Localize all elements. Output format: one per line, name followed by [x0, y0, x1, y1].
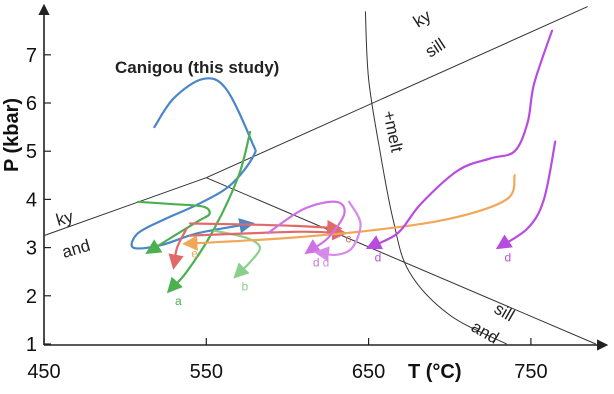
pt-path-label-4: b: [242, 280, 249, 294]
y-tick-label: 1: [26, 334, 37, 356]
boundary-melt: [364, 11, 507, 345]
boundary-sill-and: [206, 177, 596, 345]
pt-path-4: [213, 229, 261, 279]
y-tick-label: 2: [26, 286, 37, 308]
field-label-melt: +melt: [379, 109, 406, 154]
y-axis-label: P (kbar): [1, 98, 23, 172]
annotation-canigou: Canigou (this study): [115, 58, 279, 77]
pt-path-label-12: d: [504, 251, 511, 265]
axes: 450 550 650 750 1 2 3 4 5 6 7 T (°C) P (kbar): [1, 3, 609, 383]
pt-path-6: [189, 225, 348, 241]
pt-path-8: [182, 174, 516, 251]
boundary-ky-sill: [206, 6, 588, 179]
pt-path-10: [313, 200, 362, 262]
pt-path-9: [266, 200, 346, 255]
pt-path-label-2: a: [175, 294, 182, 308]
y-tick-label: 3: [26, 238, 37, 260]
x-tick-label: 450: [27, 361, 60, 383]
y-tick-label: 5: [26, 141, 37, 163]
y-tick-label: 7: [26, 45, 37, 67]
field-label-sill-right: sill: [491, 299, 518, 325]
phase-boundaries: [43, 6, 596, 345]
x-tick-label: 650: [352, 361, 385, 383]
pt-path-label-8: e: [191, 247, 198, 261]
pt-paths: [130, 29, 557, 294]
field-label-and-left: and: [60, 236, 93, 262]
x-tick-label: 750: [514, 361, 547, 383]
x-tick-label: 550: [190, 361, 223, 383]
y-tick-label: 6: [26, 93, 37, 115]
pt-path-5: [189, 219, 343, 236]
pt-path-label-11: d: [375, 251, 382, 265]
field-label-and-right: and: [468, 317, 502, 348]
pt-path-3: [137, 200, 211, 255]
pt-path-label-5: c: [345, 231, 351, 245]
field-label-ky-left: ky: [54, 207, 76, 230]
pt-path-7: [168, 227, 188, 270]
x-axis-label: T (°C): [408, 361, 462, 383]
pt-path-12: [495, 140, 557, 250]
pt-path-11: [365, 29, 554, 250]
field-label-ky-top: ky: [410, 6, 435, 31]
pt-path-2: [166, 130, 252, 294]
field-label-sill-top: sill: [422, 35, 449, 62]
y-tick-label: 4: [26, 189, 37, 211]
pt-path-label-10: d: [323, 255, 330, 269]
pt-path-label-9: d: [313, 255, 320, 269]
boundary-ky-and: [43, 177, 207, 237]
